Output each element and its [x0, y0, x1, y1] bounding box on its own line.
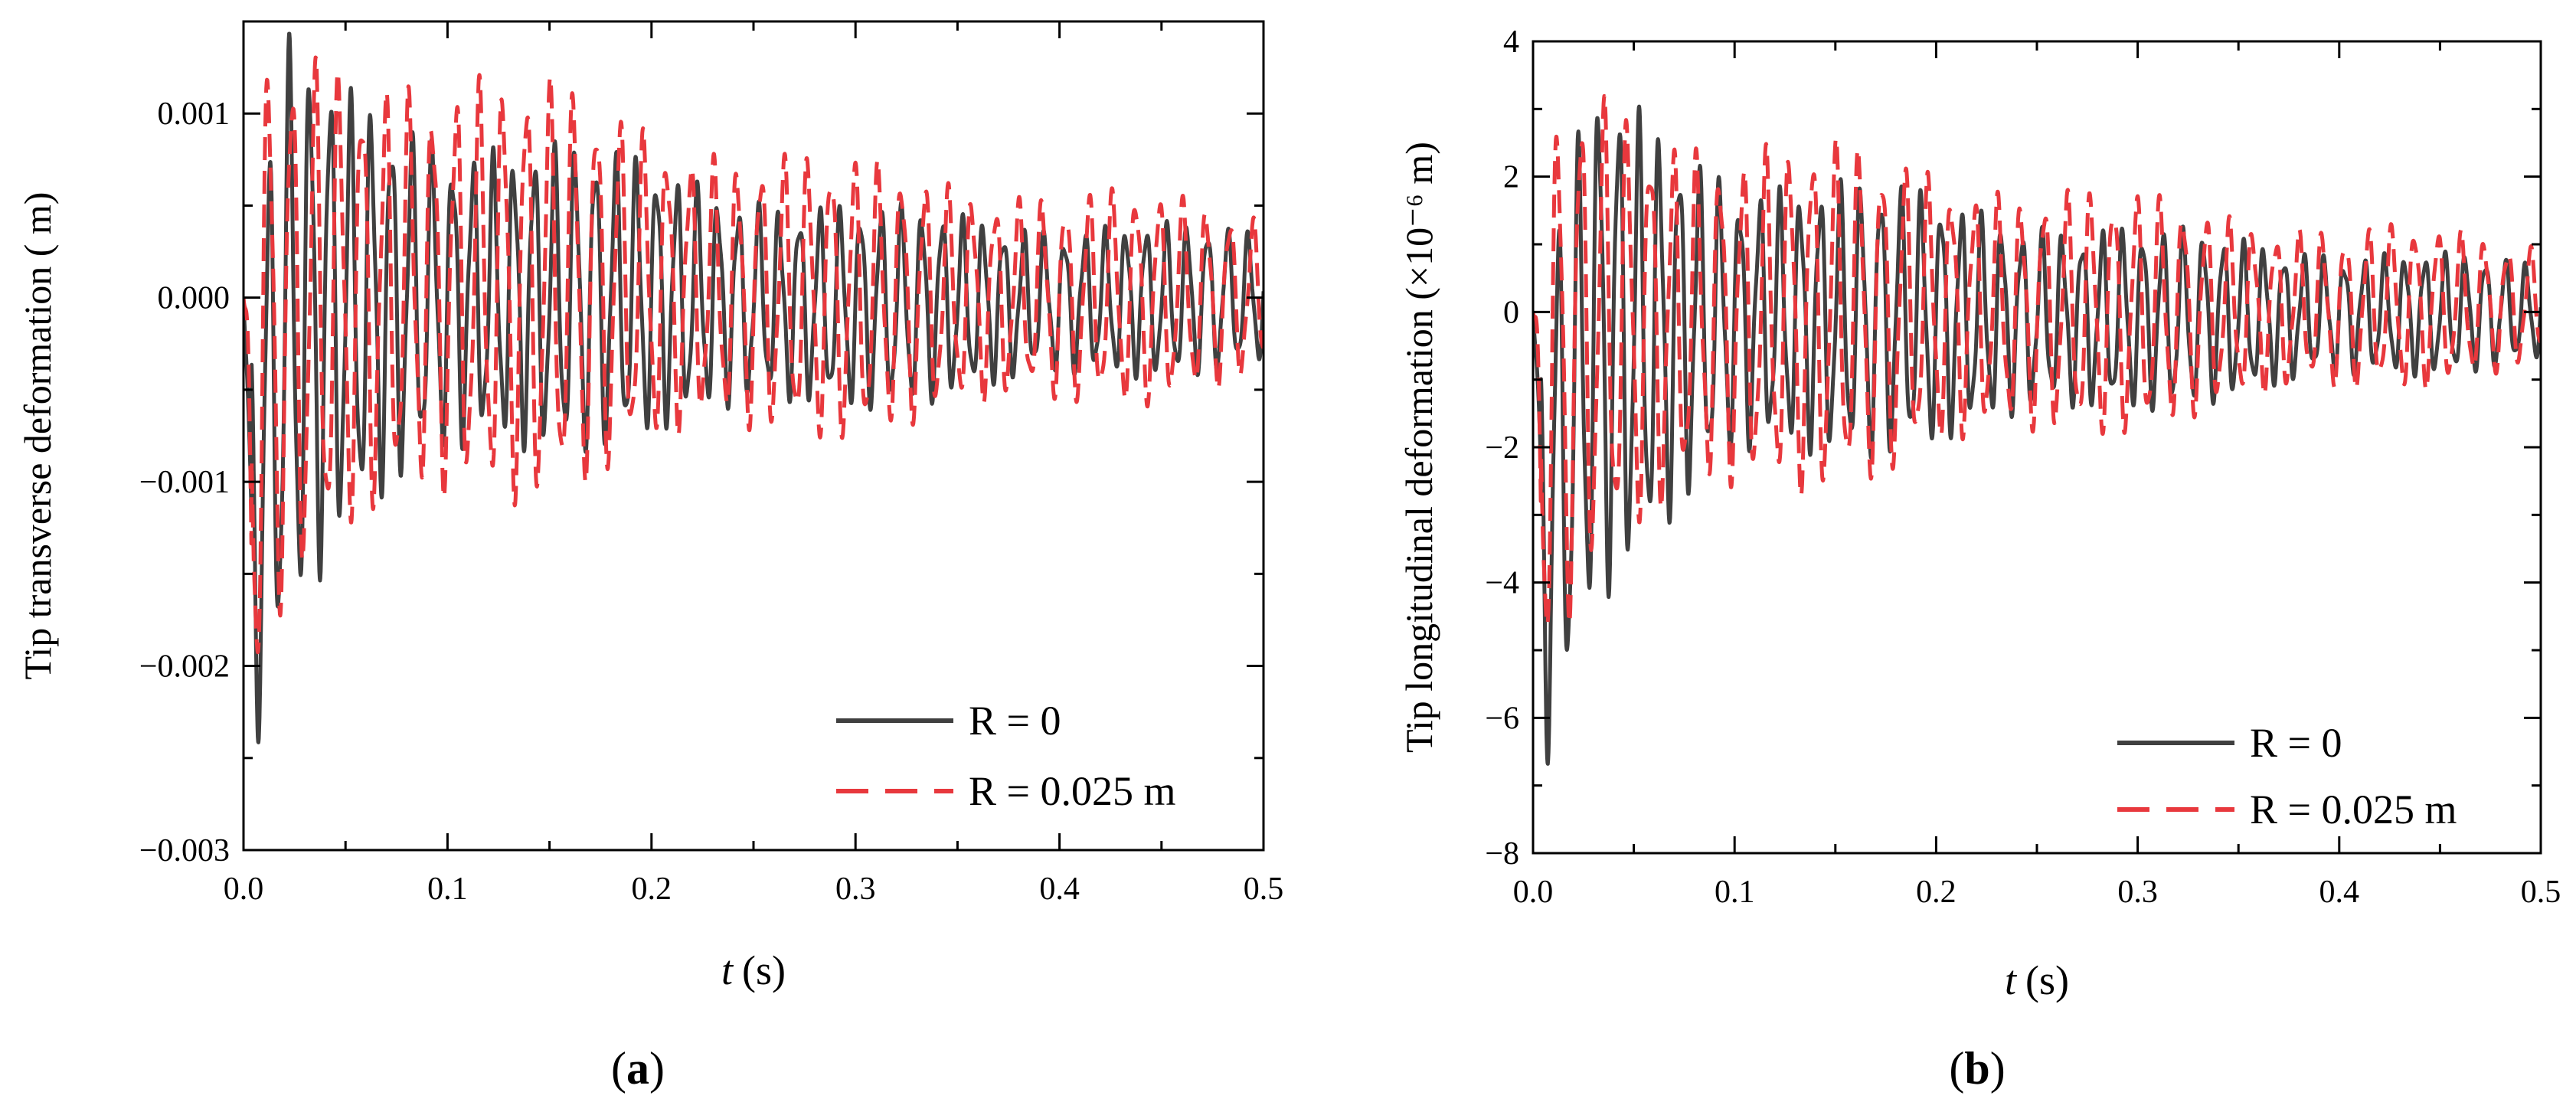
- panel-label-b: (b): [1949, 1043, 2005, 1094]
- y-tick-label-b: −2: [1485, 430, 1519, 466]
- legend-label-r025-b: R = 0.025 m: [2250, 787, 2457, 832]
- y-tick-label-a: −0.001: [139, 465, 230, 500]
- legend-label-r0-a: R = 0: [969, 698, 1061, 744]
- x-tick-label-a: 0.2: [632, 872, 672, 907]
- x-axis-unit-a: (s): [742, 947, 786, 993]
- x-tick-label-a: 0.0: [224, 872, 264, 907]
- x-tick-label-b: 0.2: [1916, 875, 1957, 910]
- y-tick-label-a: 0.000: [158, 281, 230, 316]
- x-tick-label-b: 0.3: [2117, 875, 2158, 910]
- y-tick-label-b: 0: [1503, 295, 1519, 330]
- panel-letter-b: b: [1964, 1043, 1989, 1094]
- x-tick-label-b: 0.0: [1513, 875, 1554, 910]
- y-axis-label-a: Tip transverse deformation ( m): [16, 192, 59, 680]
- series-group-a: [244, 31, 1263, 744]
- y-tick-label-b: −8: [1485, 836, 1519, 872]
- x-axis-unit-b: (s): [2025, 957, 2069, 1003]
- series-line-r0-b: [1533, 104, 2541, 766]
- x-tick-label-a: 0.3: [835, 872, 876, 907]
- series-group-b: [1533, 93, 2541, 766]
- panel-label-a: (a): [611, 1043, 665, 1094]
- legend-b: R = 0 R = 0.025 m: [2117, 720, 2457, 832]
- y-tick-label-a: 0.001: [158, 96, 230, 132]
- legend-label-r025-a: R = 0.025 m: [969, 768, 1175, 814]
- x-tick-label-b: 0.4: [2319, 875, 2360, 910]
- x-tick-label-a: 0.4: [1039, 872, 1080, 907]
- y-tick-label-a: −0.002: [139, 649, 230, 685]
- x-axis-label-b: t (s): [2005, 957, 2069, 1003]
- axes-a: 0.0 0.1 0.2 0.3 0.4 0.5 −0.003 −0.002 −0.001 0.00…: [139, 21, 1283, 907]
- series-line-r025-b: [1533, 93, 2541, 626]
- y-tick-label-b: −6: [1485, 701, 1519, 736]
- x-tick-label-a: 0.5: [1244, 872, 1284, 907]
- panel-b: 0.0 0.1 0.2 0.3 0.4 0.5 −8 −6 −4 −2 0 2 4 Tip longit…: [1398, 25, 2561, 1094]
- x-axis-var-a: t: [721, 947, 734, 993]
- y-axis-label-b: Tip longitudinal deformation (×10⁻⁶ m): [1398, 142, 1440, 753]
- panel-letter-a: a: [626, 1043, 649, 1094]
- axes-b: 0.0 0.1 0.2 0.3 0.4 0.5 −8 −6 −4 −2 0 2 4: [1485, 25, 2561, 910]
- series-line-r025-a: [244, 55, 1263, 655]
- x-tick-label-a: 0.1: [427, 872, 468, 907]
- legend-label-r0-b: R = 0: [2250, 720, 2342, 766]
- y-tick-label-b: 4: [1503, 25, 1519, 60]
- panel-a: 0.0 0.1 0.2 0.3 0.4 0.5 −0.003 −0.002 −0.001 0.00…: [16, 20, 1283, 1094]
- y-tick-label-b: 2: [1503, 160, 1519, 195]
- y-tick-label-b: −4: [1485, 566, 1519, 601]
- y-tick-label-a: −0.003: [139, 833, 230, 868]
- x-axis-var-b: t: [2005, 957, 2018, 1003]
- x-axis-label-a: t (s): [721, 947, 786, 993]
- legend-a: R = 0 R = 0.025 m: [836, 698, 1175, 814]
- x-tick-label-b: 0.1: [1715, 875, 1755, 910]
- x-tick-label-b: 0.5: [2521, 875, 2561, 910]
